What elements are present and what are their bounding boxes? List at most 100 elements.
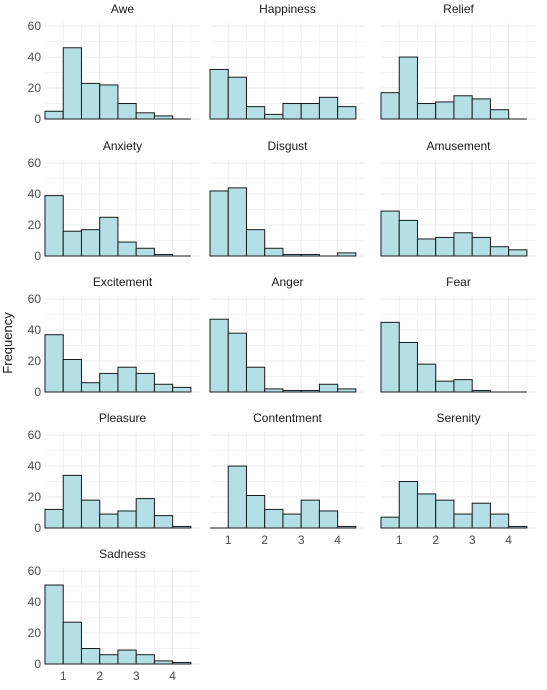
histogram-bar	[318, 96, 339, 120]
panel-excitement: Excitement 0 20 40 60	[28, 275, 200, 399]
histogram-bar	[62, 358, 82, 393]
panel-happiness: Happiness	[209, 2, 365, 120]
histogram-bar	[318, 383, 339, 393]
panel-title: Fear	[446, 275, 471, 289]
x-tick-label: 2	[96, 669, 103, 683]
histogram-bar	[435, 236, 455, 257]
histogram-bar	[117, 103, 137, 120]
histogram-bar	[227, 187, 247, 257]
histogram-bar	[99, 216, 119, 257]
histogram-bar	[398, 341, 418, 393]
histogram-bar	[209, 190, 229, 257]
histogram-bar	[135, 498, 155, 529]
histogram-bar	[282, 513, 302, 529]
histogram-bar	[398, 56, 418, 120]
panel-title: Happiness	[259, 2, 316, 16]
histogram-bar	[209, 318, 229, 393]
histogram-bar	[453, 232, 473, 257]
histogram-bar	[135, 112, 155, 120]
histogram-bar	[489, 513, 510, 529]
histogram-bar	[380, 321, 400, 393]
histogram-bar	[135, 247, 155, 257]
histogram-bar	[264, 247, 284, 257]
histogram-bar	[380, 92, 400, 120]
histogram-bar	[117, 510, 137, 529]
histogram-bar	[300, 389, 320, 393]
panel-pleasure: Pleasure 0 20 40 60	[28, 411, 200, 535]
y-tick-label: 0	[34, 521, 41, 535]
histogram-bar	[153, 515, 174, 529]
y-axis-label: Frequency	[0, 312, 15, 374]
histogram-bar	[153, 660, 174, 665]
x-tick-label: 1	[396, 533, 403, 547]
histogram-bar	[337, 525, 357, 529]
histogram-bar	[172, 386, 192, 393]
y-tick-label: 40	[28, 595, 42, 609]
y-tick-label: 40	[28, 187, 42, 201]
histogram-bar	[398, 481, 418, 529]
histogram-bar	[245, 366, 266, 393]
panel-title: Disgust	[267, 139, 308, 153]
histogram-bar	[416, 238, 437, 257]
histogram-bar	[471, 502, 491, 529]
histogram-bar	[99, 84, 119, 120]
x-tick-label: 4	[505, 533, 512, 547]
histogram-bar	[453, 379, 473, 393]
histogram-bar	[99, 513, 119, 529]
panel-title: Amusement	[426, 139, 491, 153]
panel-anger: Anger	[209, 275, 365, 393]
histogram-bar	[245, 106, 266, 120]
histogram-bar	[227, 76, 247, 120]
histogram-bar	[227, 465, 247, 529]
histogram-bar	[62, 230, 82, 257]
histogram-bar	[398, 219, 418, 257]
histogram-bar	[62, 47, 82, 120]
histogram-bar	[264, 388, 284, 393]
histogram-bar	[172, 525, 192, 529]
histogram-bar	[245, 494, 266, 529]
panel-title: Anger	[271, 275, 303, 289]
histogram-bar	[300, 253, 320, 257]
panel-title: Serenity	[436, 411, 480, 425]
histogram-bar	[80, 382, 101, 393]
histogram-bar	[135, 372, 155, 393]
histogram-bar	[44, 508, 64, 529]
histogram-bar	[62, 474, 82, 529]
x-tick-label: 1	[60, 669, 67, 683]
histogram-bar	[471, 236, 491, 257]
y-tick-label: 0	[34, 112, 41, 126]
y-tick-label: 0	[34, 249, 41, 263]
x-tick-label: 3	[298, 533, 305, 547]
histogram-bar	[80, 82, 101, 120]
histogram-bar	[508, 249, 528, 257]
panel-serenity: Serenity 1 2 3 4	[380, 411, 536, 547]
panel-awe: Awe 0 20 40 60	[28, 2, 200, 126]
y-tick-label: 60	[28, 156, 42, 170]
y-tick-label: 40	[28, 459, 42, 473]
histogram-bar	[416, 103, 437, 120]
panel-title: Anxiety	[103, 139, 142, 153]
panel-sadness: Sadness 0 20 40 60 1 2 3 4	[28, 547, 200, 683]
y-tick-label: 60	[28, 19, 42, 33]
y-tick-label: 60	[28, 564, 42, 578]
histogram-bar	[489, 109, 510, 120]
y-tick-label: 20	[28, 626, 42, 640]
histogram-bar	[380, 210, 400, 257]
x-tick-label: 4	[169, 669, 176, 683]
x-tick-label: 2	[261, 533, 268, 547]
histogram-bar	[172, 661, 192, 665]
histogram-bar	[135, 654, 155, 665]
histogram-bar	[62, 621, 82, 665]
panel-title: Pleasure	[99, 411, 147, 425]
panel-anxiety: Anxiety 0 20 40 60	[28, 139, 200, 263]
histogram-bar	[300, 103, 320, 120]
histogram-bar	[153, 253, 174, 257]
panel-title: Relief	[443, 2, 474, 16]
panel-contentment: Contentment 1 2 3 4	[210, 411, 365, 547]
x-tick-label: 3	[469, 533, 476, 547]
histogram-bar	[453, 95, 473, 120]
histogram-bar	[318, 510, 339, 529]
histogram-bar	[416, 363, 437, 393]
histogram-bar	[282, 253, 302, 257]
